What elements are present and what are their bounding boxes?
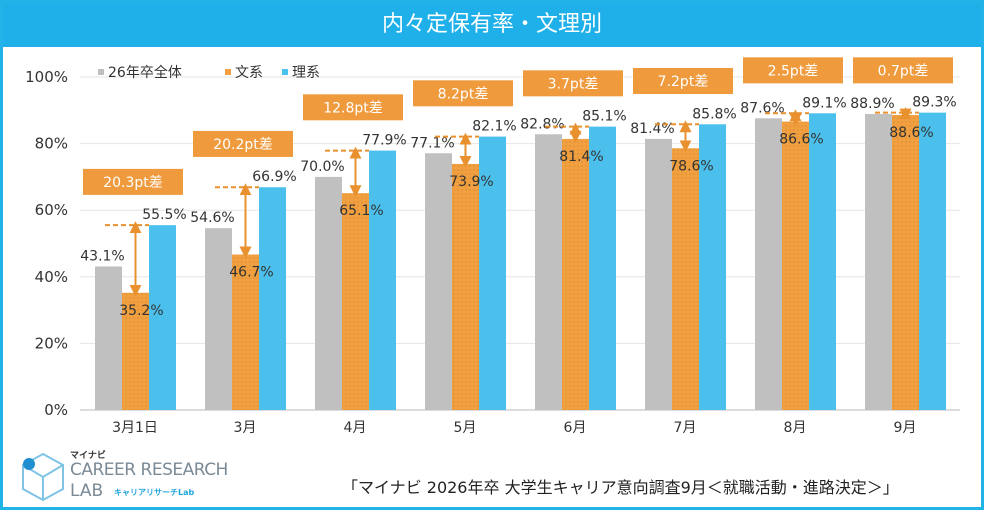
diff-badge [633, 67, 733, 94]
logo-line2: LAB [70, 481, 104, 501]
data-label-rikei: 89.1% [802, 95, 846, 111]
data-label-bunkei: 73.9% [449, 174, 493, 190]
bar-bunkei [782, 121, 809, 410]
y-tick-label: 40% [35, 268, 68, 286]
diff-badge-label: 20.3pt差 [103, 175, 163, 191]
diff-badge [303, 94, 403, 121]
bar-total [315, 176, 342, 410]
diff-badge [523, 70, 623, 97]
diff-badge-label: 2.5pt差 [768, 63, 819, 79]
data-label-rikei: 77.9% [362, 133, 406, 149]
data-label-rikei: 55.5% [142, 207, 186, 223]
legend-label: 文系 [235, 65, 263, 81]
bar-bunkei [342, 193, 369, 410]
logo-cube-icon [22, 452, 64, 502]
bar-rikei [149, 225, 176, 410]
source-note: 「マイナビ 2026年卒 大学生キャリア意向調査9月＜就職活動・進路決定＞」 [342, 478, 899, 497]
bar-rikei [809, 113, 836, 410]
x-tick-label: 3月1日 [112, 420, 158, 436]
bar-chart: 0% 20% 40% 60% 80% 100% 26年卒全体 文系 理系 3月1日 43.1% 35.… [25, 57, 960, 436]
bar-bunkei [672, 148, 699, 410]
legend-label: 理系 [292, 65, 320, 81]
data-label-total: 82.8% [520, 116, 564, 132]
career-research-lab-logo: マイナビ CAREER RESEARCH LAB キャリアリサーチLab [18, 448, 248, 504]
bar-total [865, 113, 892, 410]
x-tick-label: 5月 [454, 420, 477, 436]
data-label-total: 81.4% [630, 121, 674, 137]
x-tick-label: 9月 [894, 420, 917, 436]
x-tick-label: 8月 [784, 420, 807, 436]
data-label-total: 70.0% [300, 159, 344, 175]
diff-badge [83, 168, 183, 195]
bar-rikei [919, 112, 946, 411]
data-label-total: 87.6% [740, 100, 784, 116]
data-label-rikei: 82.1% [472, 119, 516, 135]
data-label-rikei: 85.8% [692, 106, 736, 122]
bar-rikei [259, 187, 286, 410]
diff-badge-label: 20.2pt差 [213, 137, 273, 153]
diff-badge-label: 0.7pt差 [878, 63, 929, 79]
bar-rikei [479, 136, 506, 410]
x-tick-label: 4月 [344, 420, 367, 436]
y-tick-label: 100% [25, 68, 68, 86]
bar-total [95, 266, 122, 410]
data-label-bunkei: 78.6% [669, 158, 713, 174]
data-label-rikei: 85.1% [582, 109, 626, 125]
diff-badge-label: 7.2pt差 [658, 74, 709, 90]
data-label-total: 77.1% [410, 135, 454, 151]
bar-rikei [699, 124, 726, 410]
logo-brand: マイナビ [70, 451, 106, 461]
diff-badge [413, 80, 513, 107]
data-label-total: 43.1% [80, 248, 124, 264]
bar-rikei [589, 126, 616, 410]
legend-label: 26年卒全体 [108, 64, 182, 81]
data-label-total: 88.9% [850, 96, 894, 112]
bar-total [755, 118, 782, 411]
bar-bunkei [562, 138, 589, 411]
x-tick-label: 3月 [234, 420, 257, 436]
y-tick-label: 60% [35, 201, 68, 219]
diff-badge-label: 8.2pt差 [438, 86, 489, 102]
logo-line1: CAREER RESEARCH [70, 460, 228, 480]
data-label-bunkei: 88.6% [889, 125, 933, 141]
chart-title: 内々定保有率・文理別 [3, 3, 981, 47]
data-label-bunkei: 65.1% [339, 203, 383, 219]
y-tick-label: 80% [35, 135, 68, 153]
legend-swatch [98, 69, 104, 75]
y-tick-label: 20% [35, 334, 68, 352]
data-label-total: 54.6% [190, 210, 234, 226]
bar-total [645, 138, 672, 411]
legend-swatch [225, 69, 231, 75]
bar-bunkei [892, 114, 919, 410]
diff-badge-label: 3.7pt差 [548, 76, 599, 92]
bar-total [425, 153, 452, 410]
bar-bunkei [122, 292, 149, 410]
x-tick-label: 6月 [564, 420, 587, 436]
diff-badge-label: 12.8pt差 [323, 100, 383, 116]
bar-rikei [369, 150, 396, 410]
diff-badge [853, 57, 953, 84]
data-label-rikei: 89.3% [912, 95, 956, 111]
data-label-bunkei: 86.6% [779, 132, 823, 148]
x-tick-label: 7月 [674, 420, 697, 436]
logo-kana: キャリアリサーチLab [114, 488, 195, 497]
data-label-bunkei: 81.4% [559, 149, 603, 165]
legend-swatch [282, 69, 288, 75]
diff-badge [193, 130, 293, 157]
bar-bunkei [232, 254, 259, 410]
data-label-bunkei: 46.7% [229, 264, 273, 280]
diff-badge [743, 57, 843, 84]
data-label-bunkei: 35.2% [119, 303, 163, 319]
bar-total [535, 134, 562, 410]
data-label-rikei: 66.9% [252, 169, 296, 185]
y-tick-label: 0% [44, 401, 68, 419]
bar-bunkei [452, 163, 479, 410]
bar-total [205, 228, 232, 410]
